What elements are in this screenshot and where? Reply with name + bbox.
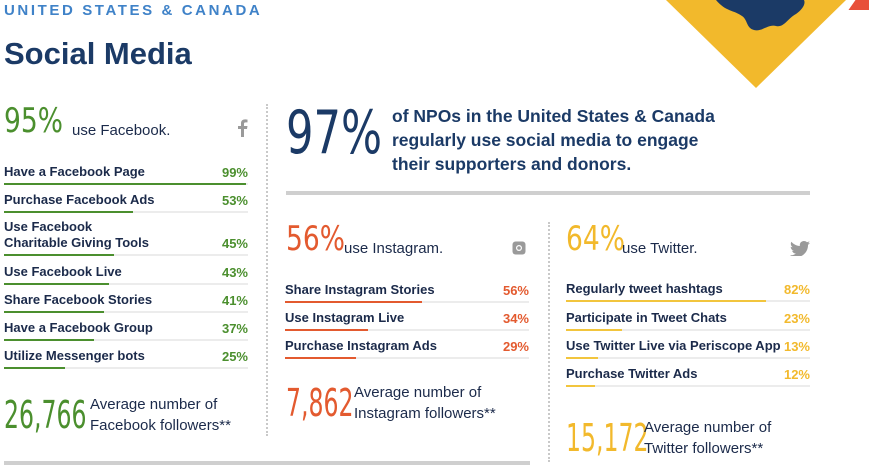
instagram-followers-caption: Average number of Instagram followers** — [354, 384, 496, 422]
facebook-icon — [238, 119, 248, 137]
facebook-row: Purchase Facebook Ads 53% — [4, 189, 248, 213]
twitter-followers-stat: 15,172 — [566, 416, 649, 460]
facebook-row: Utilize Messenger bots 25% — [4, 345, 248, 369]
twitter-usage-stat: 64% — [566, 219, 625, 259]
instagram-row: Purchase Instagram Ads 29% — [285, 335, 529, 359]
twitter-row: Use Twitter Live via Periscope App 13% — [566, 335, 810, 359]
twitter-row: Regularly tweet hashtags 82% — [566, 278, 810, 302]
facebook-row: Have a Facebook Group 37% — [4, 317, 248, 341]
page-title: Social Media — [4, 36, 192, 71]
twitter-bird-icon — [790, 241, 810, 256]
divider-instagram-twitter — [548, 222, 550, 462]
facebook-followers-caption: Average number of Facebook followers** — [90, 396, 231, 434]
facebook-usage-caption: use Facebook. — [72, 122, 171, 139]
twitter-followers-caption: Average number of Twitter followers** — [644, 419, 772, 457]
facebook-row: Use Facebook Live 43% — [4, 261, 248, 285]
facebook-row: Share Facebook Stories 41% — [4, 289, 248, 313]
facebook-followers-stat: 26,766 — [4, 393, 87, 437]
twitter-usage-caption: use Twitter. — [622, 240, 698, 257]
headline-text: of NPOs in the United States & Canada re… — [392, 106, 715, 174]
instagram-icon — [512, 241, 526, 255]
north-america-map-graphic — [666, 0, 846, 88]
bottom-rule — [4, 461, 530, 465]
instagram-usage-caption: use Instagram. — [344, 240, 444, 257]
twitter-row: Purchase Twitter Ads 12% — [566, 363, 810, 387]
instagram-usage-stat: 56% — [286, 219, 345, 259]
facebook-row: Use Facebook Charitable Giving Tools 45% — [4, 216, 248, 256]
headline-rule — [286, 191, 810, 195]
instagram-followers-stat: 7,862 — [286, 381, 354, 425]
twitter-row: Participate in Tweet Chats 23% — [566, 307, 810, 331]
facebook-row: Have a Facebook Page 99% — [4, 161, 248, 185]
divider-facebook — [266, 104, 268, 436]
instagram-row: Share Instagram Stories 56% — [285, 279, 529, 303]
headline-stat: 97% — [286, 98, 383, 168]
instagram-row: Use Instagram Live 34% — [285, 307, 529, 331]
facebook-usage-stat: 95% — [4, 101, 63, 141]
region-label: UNITED STATES & CANADA — [4, 2, 263, 19]
